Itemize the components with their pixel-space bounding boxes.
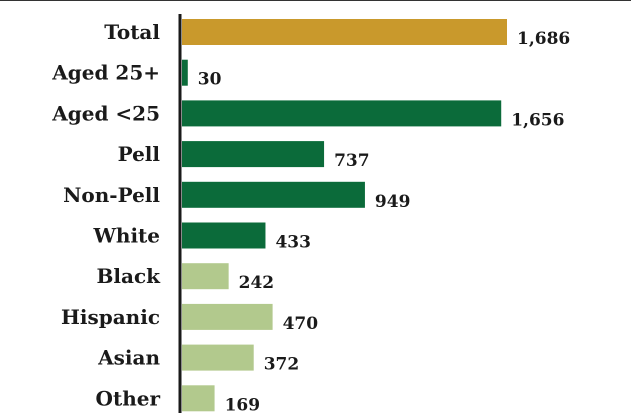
category-label-asian: Asian xyxy=(97,346,160,370)
category-label-white: White xyxy=(92,224,160,248)
value-label-white: 433 xyxy=(275,233,311,253)
category-label-pell: Pell xyxy=(118,142,161,166)
bar-hispanic xyxy=(182,303,273,330)
bar-total xyxy=(182,19,507,45)
value-label-other: 169 xyxy=(225,395,260,413)
category-label-non-pell: Non-Pell xyxy=(63,183,160,207)
value-label-asian: 372 xyxy=(264,355,300,375)
value-label-aged-25: 1,656 xyxy=(511,110,564,130)
labels-layer: Total 1,686 Aged 25+ 30 Aged <25 1,656 Pell 737… xyxy=(51,20,570,413)
bars-layer xyxy=(182,19,507,412)
category-label-other: Other xyxy=(96,386,161,410)
value-label-non-pell: 949 xyxy=(375,192,411,212)
category-label-total: Total xyxy=(104,20,160,44)
category-label-hispanic: Hispanic xyxy=(61,305,160,329)
bar-white xyxy=(182,222,266,249)
value-label-hispanic: 470 xyxy=(283,314,319,334)
bar-pell xyxy=(182,141,325,168)
category-label-black: Black xyxy=(97,264,162,288)
bar-other xyxy=(182,385,215,412)
value-label-black: 242 xyxy=(239,273,274,293)
bar-non-pell xyxy=(182,181,365,208)
top-rule xyxy=(0,0,631,1)
value-label-aged-25: 30 xyxy=(198,70,222,90)
bar-asian xyxy=(182,344,254,371)
category-label-aged-25: Aged <25 xyxy=(51,101,160,125)
bar-black xyxy=(182,263,229,290)
bar-aged-25 xyxy=(182,100,502,127)
value-label-total: 1,686 xyxy=(517,29,570,49)
bar-aged-25 xyxy=(182,59,188,86)
value-label-pell: 737 xyxy=(334,151,370,171)
category-label-aged-25: Aged 25+ xyxy=(51,61,160,85)
